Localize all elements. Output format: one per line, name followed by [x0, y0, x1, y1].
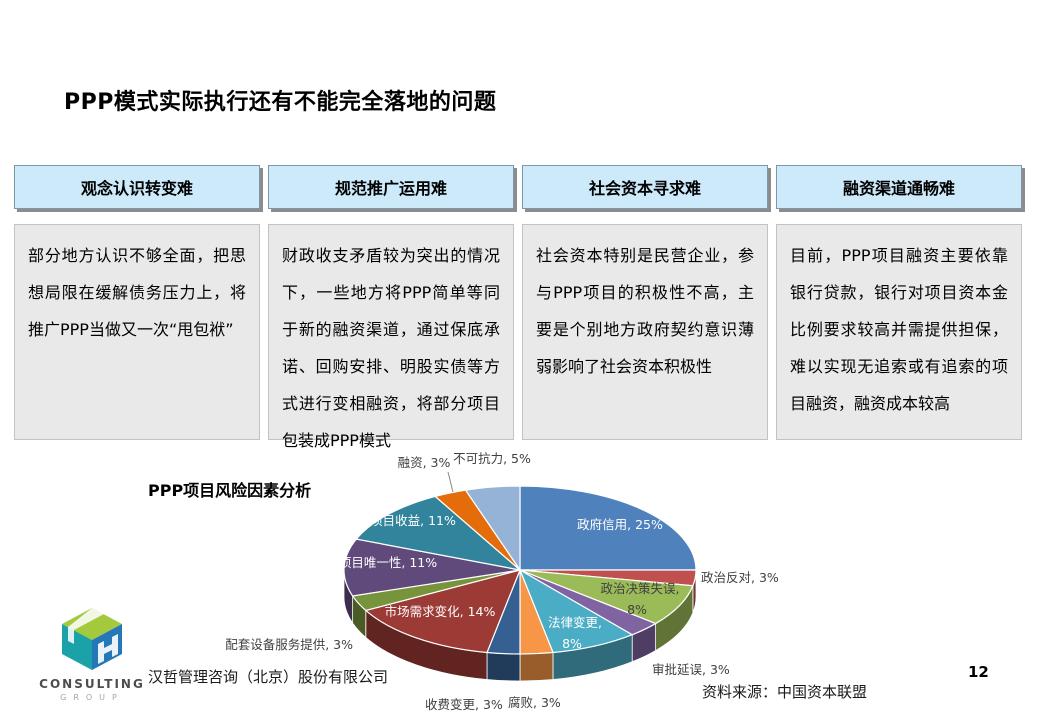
pie-slice-label: 项目唯一性, 11% — [339, 555, 437, 570]
page-title: PPP模式实际执行还有不能完全落地的问题 — [64, 90, 497, 115]
column-header-label: 规范推广运用难 — [334, 179, 447, 198]
consulting-group-cube-icon — [62, 608, 122, 670]
column-header-concept: 观念认识转变难 — [14, 165, 260, 209]
pie-slice-label: 政府信用, 25% — [577, 517, 663, 532]
column-body-concept: 部分地方认识不够全面，把思想局限在缓解债务压力上，将推广PPP当做又一次“甩包袱… — [14, 224, 260, 440]
pie-slice-label: 8% — [562, 636, 582, 651]
column-body-financing: 目前，PPP项目融资主要依靠银行贷款，银行对项目资本金比例要求较高并需提供担保，… — [776, 224, 1022, 440]
footer-company: 汉哲管理咨询（北京）股份有限公司 — [148, 668, 389, 686]
column-body-standard: 财政收支矛盾较为突出的情况下，一些地方将PPP简单等同于新的融资渠道，通过保底承… — [268, 224, 514, 450]
logo-name: CONSULTING — [39, 677, 145, 691]
pie-slice-label: 收费变更, 3% — [425, 697, 503, 712]
column-header-standard: 规范推广运用难 — [268, 165, 514, 209]
logo-subname: GROUP — [60, 693, 124, 702]
pie-slice-label: 配套设备服务提供, 3% — [225, 637, 353, 652]
pie-slice-label: 8% — [627, 602, 647, 617]
pie-slice-label: 腐败, 3% — [508, 695, 561, 710]
pie-slice-label: 不可抗力, 5% — [453, 451, 531, 466]
pie-slice-label: 法律变更, — [548, 615, 602, 630]
pie-slice-label: 政治决策失误, — [601, 581, 680, 596]
pie-slice-label: 政治反对, 3% — [701, 570, 779, 585]
pie-slice-label: 融资, 3% — [398, 455, 451, 470]
company-logo: CONSULTING GROUP — [34, 598, 150, 702]
column-header-label: 融资渠道通畅难 — [842, 179, 955, 198]
pie-slice-label: 审批延误, 3% — [652, 662, 730, 677]
pie-slice-label: 项目收益, 11% — [370, 513, 456, 528]
column-header-label: 社会资本寻求难 — [588, 179, 701, 198]
chart-title: PPP项目风险因素分析 — [148, 481, 312, 500]
column-body-capital: 社会资本特别是民营企业，参与PPP项目的积极性不高，主要是个别地方政府契约意识薄… — [522, 224, 768, 440]
column-header-label: 观念认识转变难 — [80, 179, 193, 198]
footer-source: 资料来源：中国资本联盟 — [702, 683, 868, 701]
risk-pie-chart: 政府信用, 25% 政治反对, 3% 政治决策失误, 8% 审批延误, 3% 法律变更, 8… — [225, 451, 779, 712]
pie-slice-label: 市场需求变化, 14% — [385, 604, 496, 619]
page-number: 12 — [968, 663, 989, 681]
column-header-financing: 融资渠道通畅难 — [776, 165, 1022, 209]
column-header-capital: 社会资本寻求难 — [522, 165, 768, 209]
